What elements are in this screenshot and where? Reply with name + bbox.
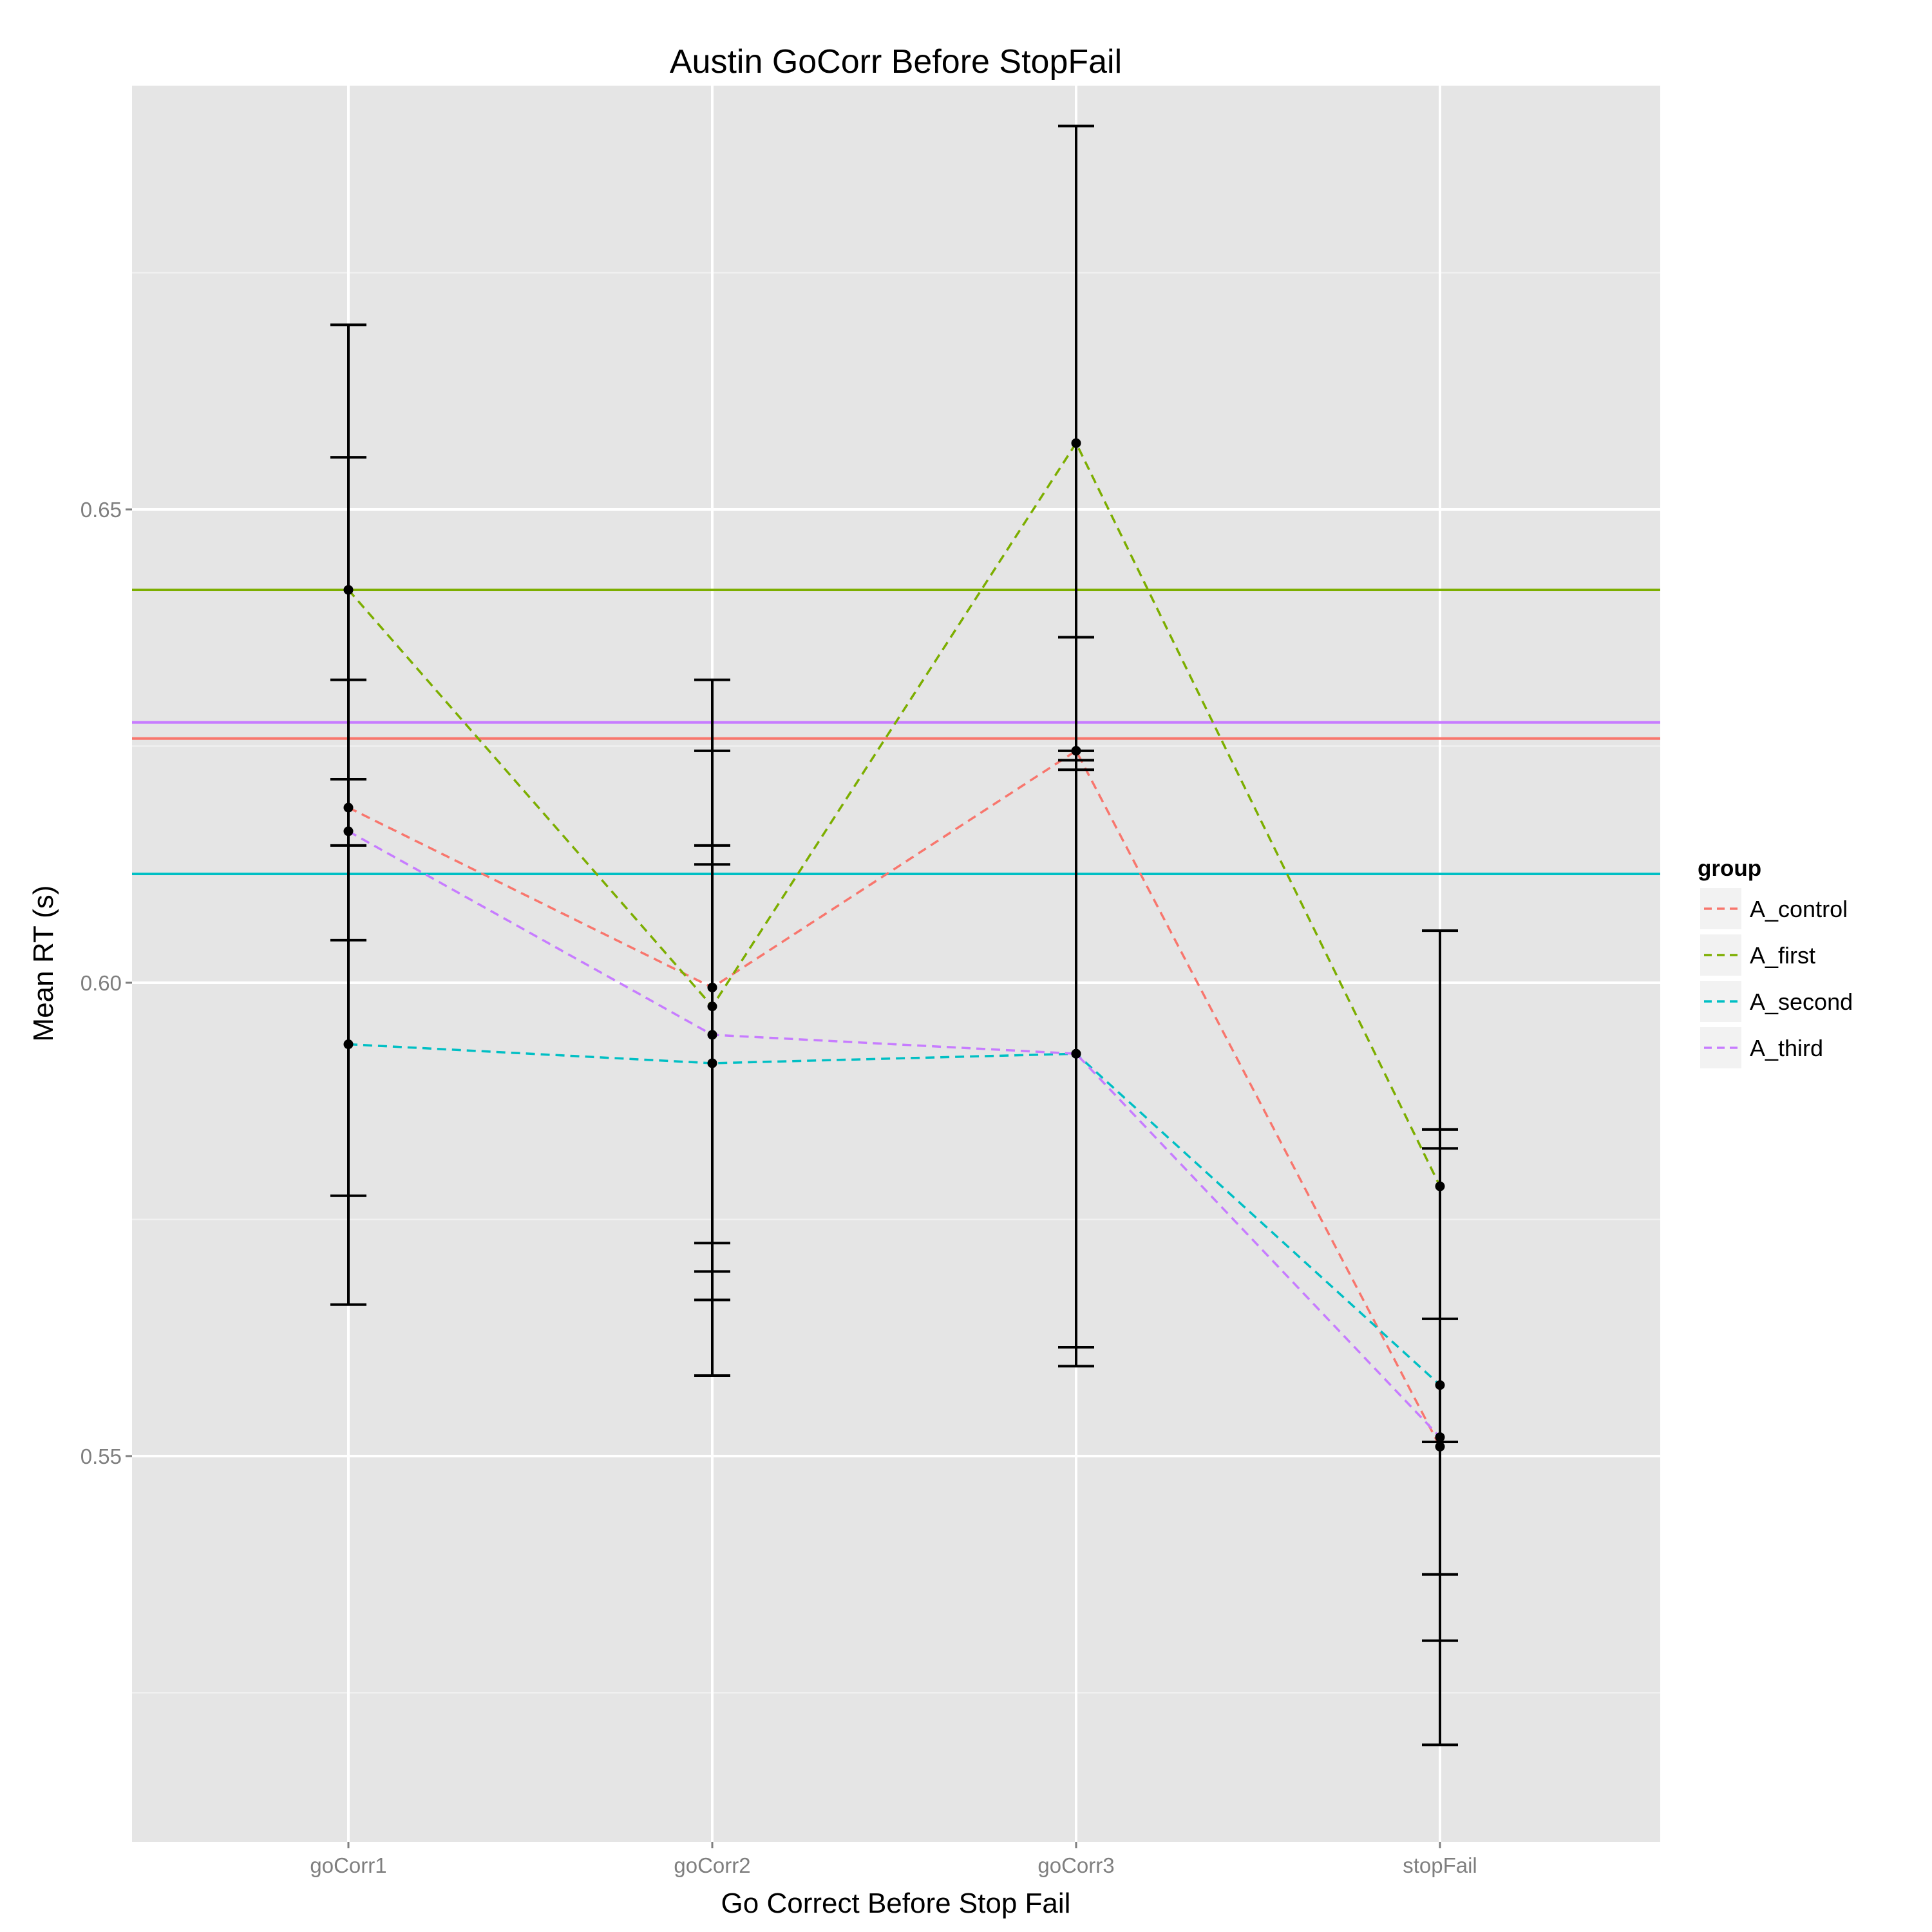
data-point-A_first-goCorr1 xyxy=(343,585,354,595)
data-points xyxy=(343,438,1445,1452)
legend: group A_control A_first A_second A_third xyxy=(1698,856,1853,1070)
data-point-A_first-stopFail xyxy=(1435,1181,1445,1191)
data-point-A_second-stopFail xyxy=(1435,1380,1445,1390)
legend-label: A_first xyxy=(1750,942,1815,969)
data-point-A_third-goCorr1 xyxy=(343,826,354,837)
legend-title: group xyxy=(1698,856,1761,881)
series-line-A_first xyxy=(347,440,1441,1187)
data-point-A_second-goCorr1 xyxy=(343,1039,354,1050)
chart-title: Austin GoCorr Before StopFail xyxy=(670,43,1122,80)
series-lines xyxy=(347,440,1441,1448)
error-bar-A_third-goCorr3 xyxy=(1058,636,1094,1368)
y-tick-label: 0.55 xyxy=(80,1444,122,1468)
x-tick-label: goCorr2 xyxy=(674,1853,750,1877)
x-axis-title: Go Correct Before Stop Fail xyxy=(721,1888,1071,1919)
series-line-A_control xyxy=(348,749,1441,1448)
y-axis-title: Mean RT (s) xyxy=(28,886,59,1042)
data-point-A_first-goCorr3 xyxy=(1071,438,1081,448)
legend-item-A_control: A_control xyxy=(1699,887,1848,931)
legend-label: A_third xyxy=(1750,1035,1823,1061)
plot-panel xyxy=(132,86,1660,1842)
x-tick-label: stopFail xyxy=(1403,1853,1477,1877)
x-tick-label: goCorr1 xyxy=(310,1853,386,1877)
legend-item-A_first: A_first xyxy=(1699,933,1815,977)
data-point-A_second-goCorr2 xyxy=(707,1058,717,1068)
data-point-A_third-goCorr2 xyxy=(707,1030,717,1040)
data-point-A_control-goCorr3 xyxy=(1071,746,1081,756)
axis-ticks: 0.55 0.60 0.65 goCorr1 goCorr2 goCorr3 stopFai… xyxy=(80,498,1477,1877)
y-tick-label: 0.60 xyxy=(80,971,122,995)
series-line-A_third xyxy=(348,830,1441,1438)
series-line-A_second xyxy=(348,1043,1441,1387)
data-point-A_control-goCorr2 xyxy=(707,982,717,992)
x-tick-label: goCorr3 xyxy=(1037,1853,1114,1877)
data-point-A_third-goCorr3 xyxy=(1071,1048,1081,1059)
data-point-A_first-goCorr2 xyxy=(707,1001,717,1012)
data-point-A_control-stopFail xyxy=(1435,1441,1445,1452)
data-point-A_control-goCorr1 xyxy=(343,802,354,813)
legend-item-A_second: A_second xyxy=(1699,980,1853,1023)
legend-item-A_third: A_third xyxy=(1699,1026,1823,1070)
legend-label: A_control xyxy=(1750,896,1848,922)
legend-label: A_second xyxy=(1750,989,1853,1015)
data-point-A_third-stopFail xyxy=(1435,1432,1445,1443)
y-tick-label: 0.65 xyxy=(80,498,122,522)
